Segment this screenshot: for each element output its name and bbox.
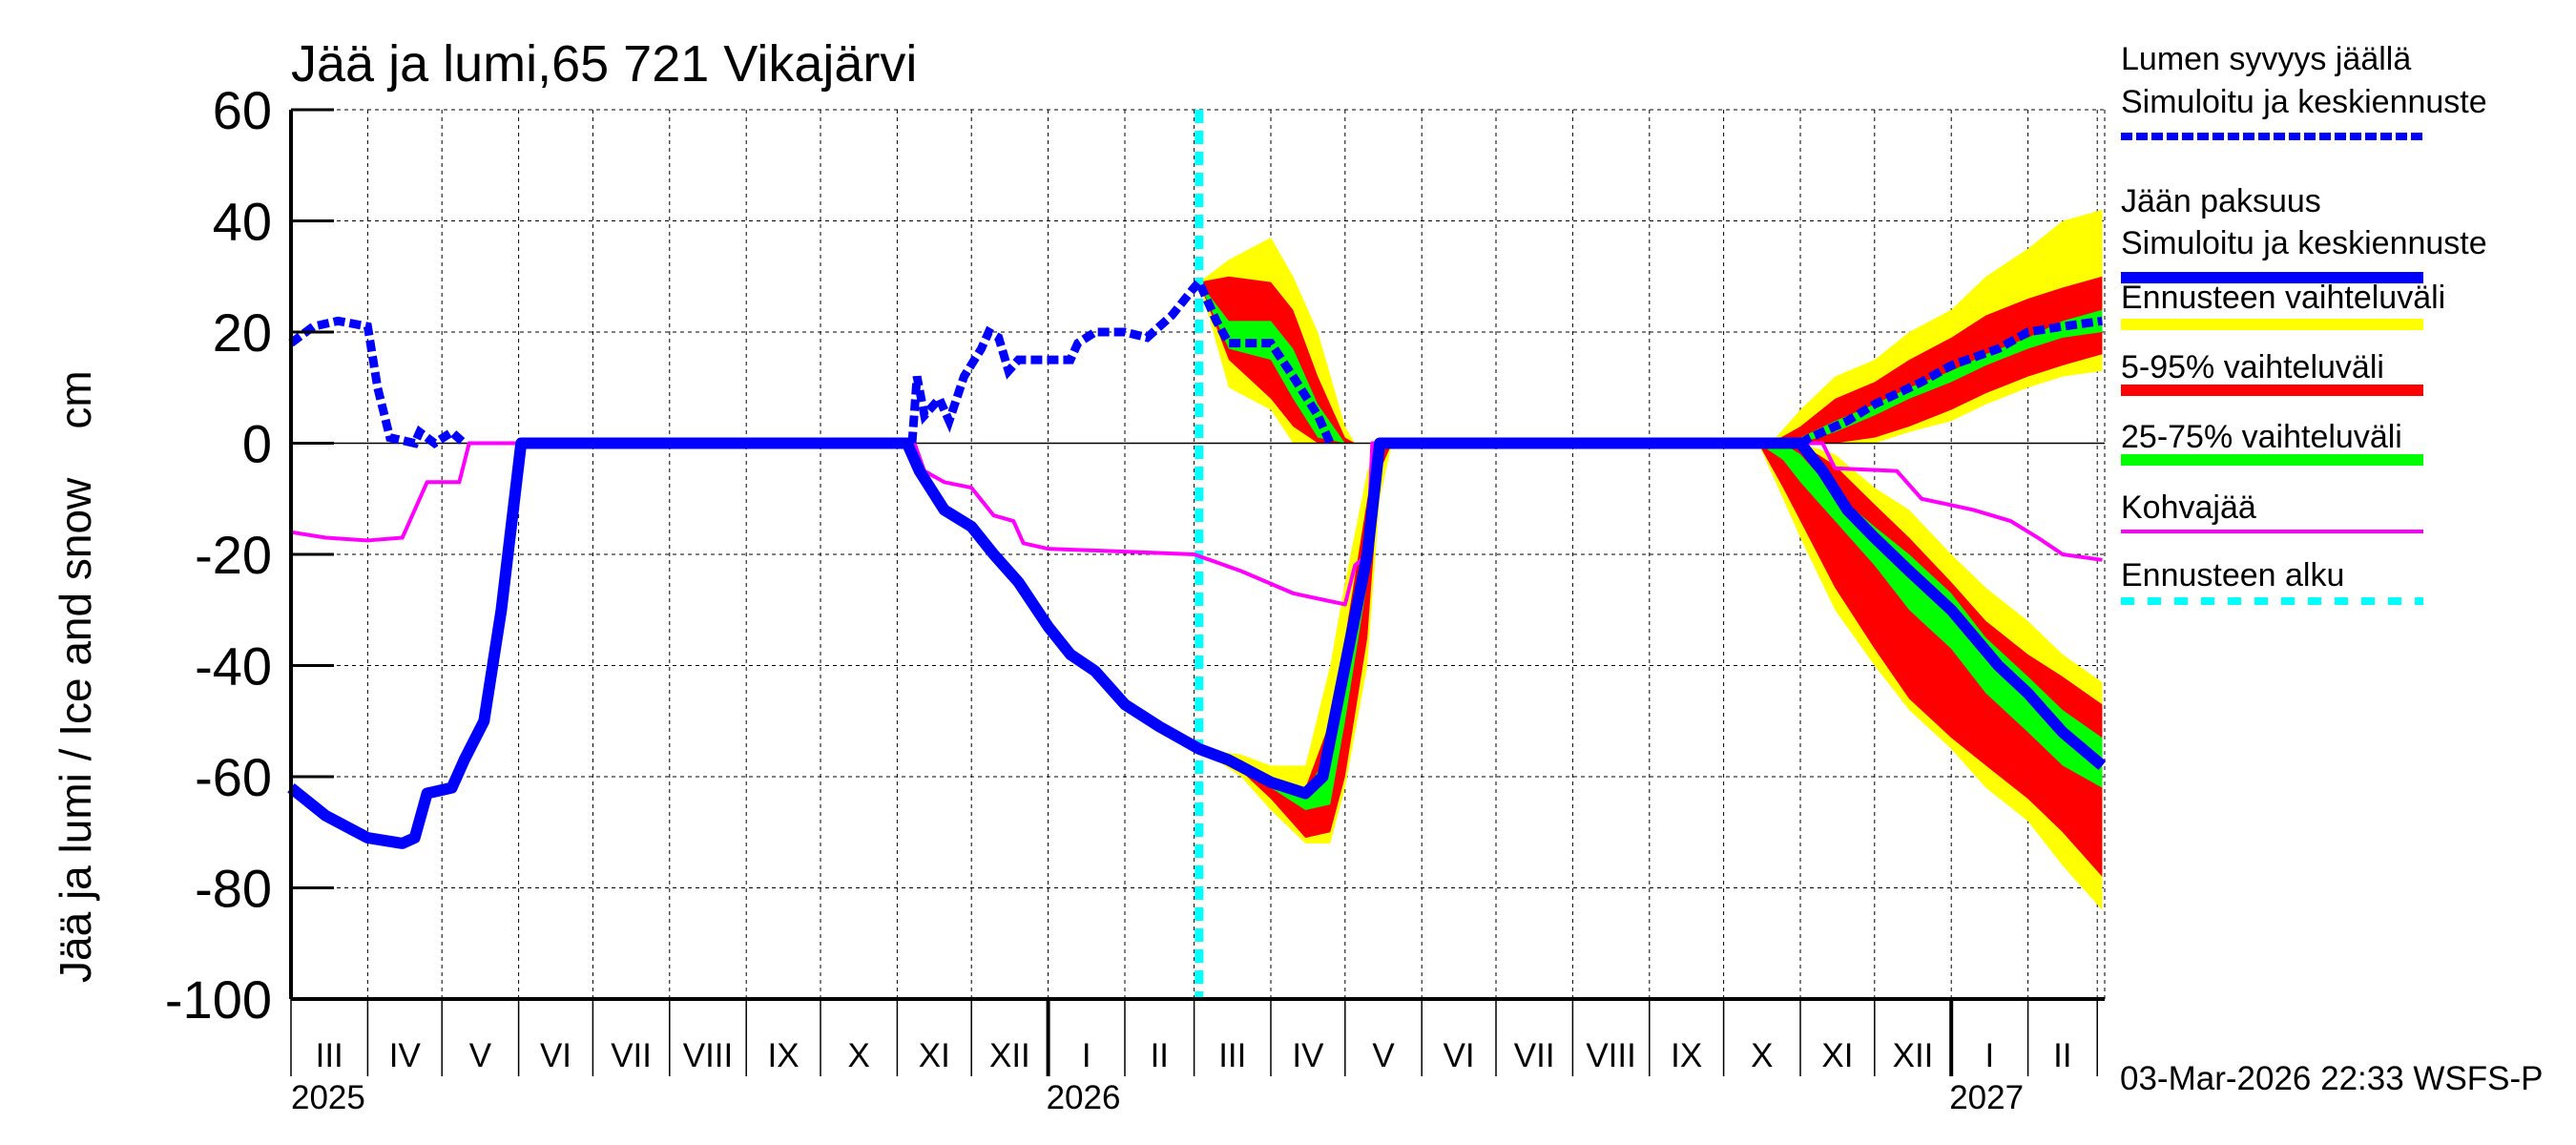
month-label: IX (768, 1037, 800, 1074)
month-label: II (1151, 1037, 1169, 1074)
month-label: VI (540, 1037, 571, 1074)
year-label: 2026 (1047, 1079, 1121, 1116)
month-label: VII (1514, 1037, 1555, 1074)
legend: Lumen syvyys jäällä Simuloitu ja keskienn… (2121, 41, 2487, 605)
band-25-75 (1198, 443, 1393, 810)
month-label: VIII (1586, 1037, 1636, 1074)
forecast-bands (1195, 110, 2103, 999)
year-label: 2027 (1949, 1079, 2024, 1116)
band-5-95 (1770, 276, 2103, 444)
y-tick-label: -40 (195, 636, 272, 697)
month-label: I (1082, 1037, 1091, 1074)
legend-label: Kohvajää (2121, 489, 2256, 526)
month-label: X (1751, 1037, 1773, 1074)
legend-label: Simuloitu ja keskiennuste (2121, 84, 2487, 120)
year-label: 2025 (291, 1079, 365, 1116)
y-tick-label: 0 (242, 414, 272, 474)
axes: III IV V VI VII VIII IX X XI XII I II III IV V VI VII VII… (165, 80, 2105, 1116)
y-tick-label: -100 (165, 969, 272, 1030)
band-5-95 (1757, 443, 2103, 877)
month-label: XII (989, 1037, 1030, 1074)
legend-label: Jään paksuus (2121, 183, 2321, 219)
month-label: I (1985, 1037, 1995, 1074)
band-range (1770, 209, 2103, 444)
month-label: XII (1893, 1037, 1934, 1074)
month-label: VIII (683, 1037, 734, 1074)
ice-thickness-line (287, 437, 2107, 849)
month-label: XI (1821, 1037, 1853, 1074)
month-label: VI (1444, 1037, 1475, 1074)
band-5-95 (1198, 443, 1393, 839)
y-tick-label: -60 (195, 747, 272, 807)
month-label: IX (1671, 1037, 1702, 1074)
month-label: IV (1292, 1037, 1324, 1074)
legend-label: 25-75% vaihteluväli (2121, 419, 2402, 455)
chart-title: Jää ja lumi,65 721 Vikajärvi (291, 35, 917, 93)
y-tick-label: -20 (195, 525, 272, 585)
month-label: X (848, 1037, 870, 1074)
band-25-75 (1198, 281, 1356, 444)
month-label: XI (919, 1037, 950, 1074)
y-tick-label: 40 (213, 192, 272, 252)
month-label: II (2053, 1037, 2071, 1074)
month-label: III (1218, 1037, 1246, 1074)
snow-depth-line (1797, 316, 2104, 448)
month-label: V (469, 1037, 492, 1074)
month-label: III (316, 1037, 343, 1074)
snow-depth-line (907, 274, 1335, 446)
legend-label: Ennusteen alku (2121, 557, 2344, 593)
snow-depth-line (288, 316, 467, 448)
legend-label: Simuloitu ja keskiennuste (2121, 225, 2487, 261)
month-label: VII (611, 1037, 652, 1074)
legend-label: Lumen syvyys jäällä (2121, 41, 2411, 77)
timestamp: 03-Mar-2026 22:33 WSFS-P (2120, 1060, 2544, 1097)
month-label: IV (389, 1037, 422, 1074)
legend-label: Ennusteen vaihteluväli (2121, 280, 2445, 316)
y-tick-label: 60 (213, 80, 272, 140)
series-lines (287, 274, 2107, 849)
y-axis-label: Jää ja lumi / Ice and snow cm (51, 370, 100, 983)
legend-label: 5-95% vaihteluväli (2121, 349, 2384, 385)
slush-ice-line (290, 441, 2103, 607)
y-tick-label: 20 (213, 302, 272, 363)
band-25-75 (1757, 443, 2103, 788)
y-tick-label: -80 (195, 859, 272, 919)
band-25-75 (1770, 309, 2103, 444)
month-label: V (1372, 1037, 1395, 1074)
